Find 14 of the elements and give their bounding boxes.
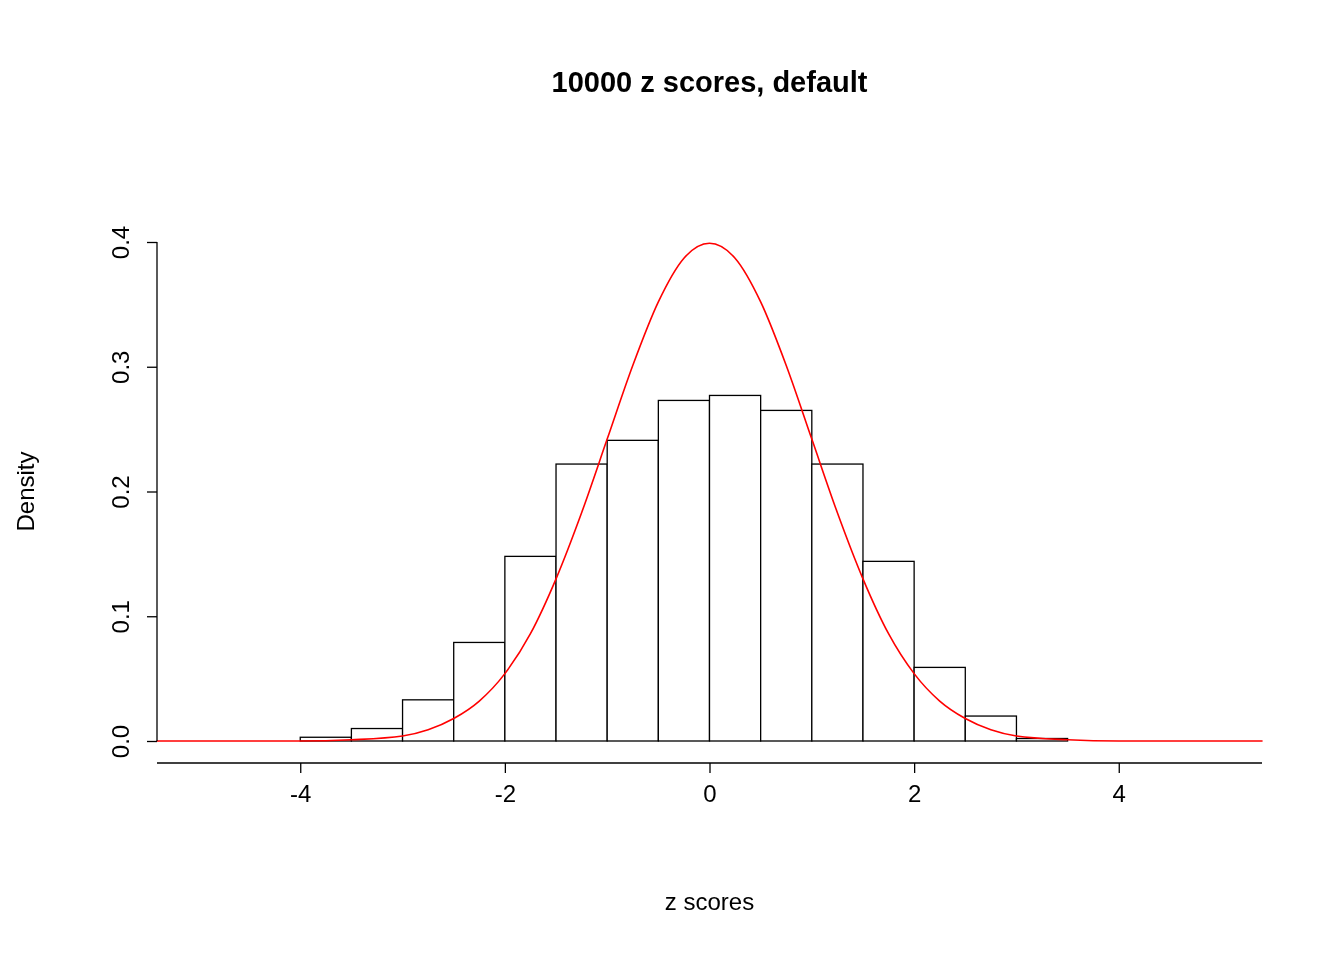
x-tick-label: -2 <box>494 780 517 808</box>
x-tick-label: 0 <box>703 780 717 808</box>
y-tick-label: 0.3 <box>107 350 135 384</box>
x-axis-title: z scores <box>664 888 755 915</box>
line-series <box>156 242 1263 742</box>
y-tick-label: 0.2 <box>107 475 135 509</box>
x-tick-label: -4 <box>290 780 312 808</box>
y-tick-label: 0.0 <box>107 724 135 759</box>
x-tick-label: 4 <box>1112 780 1126 808</box>
y-tick-label: 0.4 <box>107 225 135 260</box>
y-tick-label: 0.1 <box>107 600 135 634</box>
x-tick-label: 2 <box>907 780 922 808</box>
chart-title: 10000 z scores, default <box>551 66 868 98</box>
y-axis-title: Density <box>12 451 39 532</box>
